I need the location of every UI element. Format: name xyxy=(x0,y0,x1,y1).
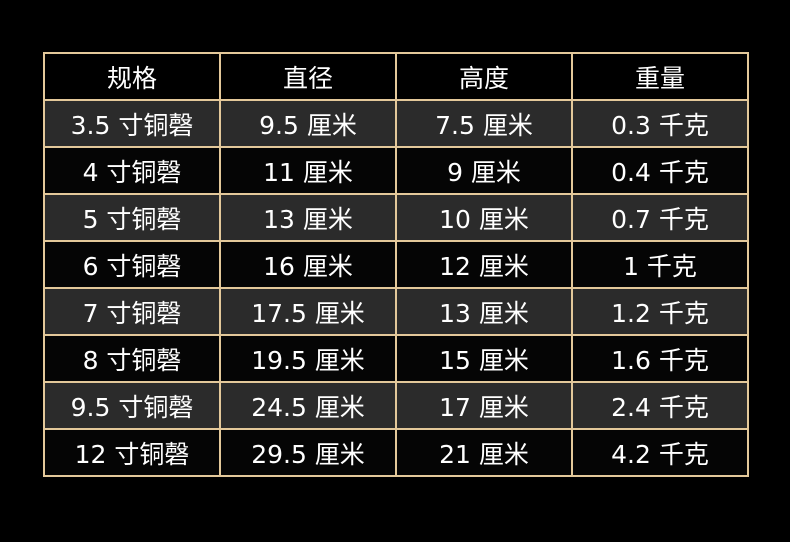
header-spec: 规格 xyxy=(43,52,221,101)
table-row: 6 寸铜磬 16 厘米 12 厘米 1 千克 xyxy=(43,240,749,289)
table-row: 9.5 寸铜磬 24.5 厘米 17 厘米 2.4 千克 xyxy=(43,381,749,430)
cell-diameter: 29.5 厘米 xyxy=(219,428,397,477)
header-diameter: 直径 xyxy=(219,52,397,101)
spec-table: 规格 直径 高度 重量 3.5 寸铜磬 9.5 厘米 7.5 厘米 0.3 千克… xyxy=(43,52,749,477)
cell-diameter: 24.5 厘米 xyxy=(219,381,397,430)
table-row: 8 寸铜磬 19.5 厘米 15 厘米 1.6 千克 xyxy=(43,334,749,383)
table-row: 7 寸铜磬 17.5 厘米 13 厘米 1.2 千克 xyxy=(43,287,749,336)
header-weight: 重量 xyxy=(571,52,749,101)
cell-diameter: 17.5 厘米 xyxy=(219,287,397,336)
cell-weight: 0.3 千克 xyxy=(571,99,749,148)
table-row: 4 寸铜磬 11 厘米 9 厘米 0.4 千克 xyxy=(43,146,749,195)
cell-spec: 6 寸铜磬 xyxy=(43,240,221,289)
table-header: 规格 直径 高度 重量 xyxy=(43,52,749,101)
table-body: 3.5 寸铜磬 9.5 厘米 7.5 厘米 0.3 千克 4 寸铜磬 11 厘米… xyxy=(43,99,749,477)
cell-weight: 1.6 千克 xyxy=(571,334,749,383)
cell-height: 17 厘米 xyxy=(395,381,573,430)
cell-spec: 7 寸铜磬 xyxy=(43,287,221,336)
cell-spec: 4 寸铜磬 xyxy=(43,146,221,195)
cell-weight: 2.4 千克 xyxy=(571,381,749,430)
cell-weight: 1 千克 xyxy=(571,240,749,289)
cell-spec: 3.5 寸铜磬 xyxy=(43,99,221,148)
table-row: 3.5 寸铜磬 9.5 厘米 7.5 厘米 0.3 千克 xyxy=(43,99,749,148)
cell-height: 15 厘米 xyxy=(395,334,573,383)
cell-weight: 0.7 千克 xyxy=(571,193,749,242)
header-height: 高度 xyxy=(395,52,573,101)
cell-spec: 9.5 寸铜磬 xyxy=(43,381,221,430)
table-row: 5 寸铜磬 13 厘米 10 厘米 0.7 千克 xyxy=(43,193,749,242)
cell-height: 13 厘米 xyxy=(395,287,573,336)
cell-height: 10 厘米 xyxy=(395,193,573,242)
cell-height: 7.5 厘米 xyxy=(395,99,573,148)
cell-spec: 12 寸铜磬 xyxy=(43,428,221,477)
table-row: 12 寸铜磬 29.5 厘米 21 厘米 4.2 千克 xyxy=(43,428,749,477)
cell-weight: 1.2 千克 xyxy=(571,287,749,336)
header-row: 规格 直径 高度 重量 xyxy=(43,52,749,101)
cell-weight: 4.2 千克 xyxy=(571,428,749,477)
cell-diameter: 16 厘米 xyxy=(219,240,397,289)
cell-height: 12 厘米 xyxy=(395,240,573,289)
cell-diameter: 19.5 厘米 xyxy=(219,334,397,383)
cell-spec: 8 寸铜磬 xyxy=(43,334,221,383)
cell-diameter: 13 厘米 xyxy=(219,193,397,242)
cell-diameter: 11 厘米 xyxy=(219,146,397,195)
cell-height: 9 厘米 xyxy=(395,146,573,195)
cell-diameter: 9.5 厘米 xyxy=(219,99,397,148)
cell-weight: 0.4 千克 xyxy=(571,146,749,195)
cell-height: 21 厘米 xyxy=(395,428,573,477)
cell-spec: 5 寸铜磬 xyxy=(43,193,221,242)
